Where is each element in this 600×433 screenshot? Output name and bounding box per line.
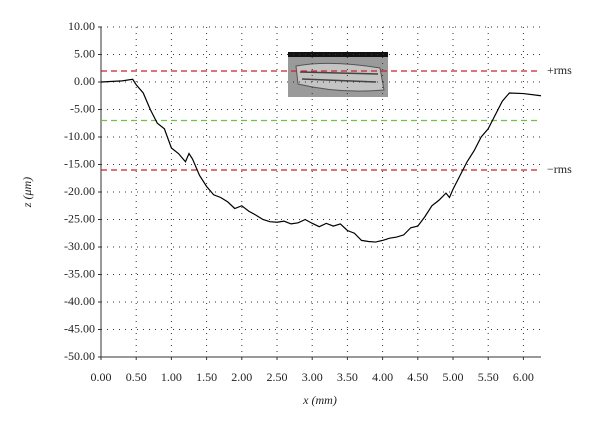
y-tick-label: -10.00 [64, 129, 95, 143]
x-axis-title: x (mm) [302, 393, 337, 407]
x-tick-label: 3.00 [302, 370, 323, 384]
y-axis-title: z (μm) [20, 177, 34, 208]
inset-image [288, 52, 388, 97]
reference-label: +rms [547, 63, 572, 77]
x-tick-label: 0.00 [91, 370, 112, 384]
inset-grooves [299, 71, 379, 83]
x-tick-label: 1.50 [196, 370, 217, 384]
y-tick-label: -20.00 [64, 184, 95, 198]
y-tick-label: 5.00 [74, 46, 95, 60]
y-tick-label: -50.00 [64, 349, 95, 363]
x-tick-label: 4.50 [407, 370, 428, 384]
x-tick-label: 4.00 [372, 370, 393, 384]
x-tick-label: 1.00 [161, 370, 182, 384]
inset-bar [288, 52, 388, 57]
x-tick-label: 3.50 [337, 370, 358, 384]
y-tick-label: -15.00 [64, 156, 95, 170]
x-tick-label: 2.00 [231, 370, 252, 384]
x-tick-label: 5.50 [478, 370, 499, 384]
y-tick-label: -25.00 [64, 211, 95, 225]
x-tick-label: 5.00 [443, 370, 464, 384]
inset-specimen [295, 62, 385, 92]
y-tick-label: -35.00 [64, 266, 95, 280]
y-tick-label: -5.00 [70, 101, 95, 115]
profile-line [100, 78, 542, 243]
y-tick-label: -40.00 [64, 294, 95, 308]
x-tick-label: 0.50 [126, 370, 147, 384]
x-tick-label: 2.50 [267, 370, 288, 384]
y-tick-label: 0.00 [74, 74, 95, 88]
y-tick-label: 10.00 [68, 19, 95, 33]
y-tick-label: -45.00 [64, 321, 95, 335]
x-tick-label: 6.00 [513, 370, 534, 384]
y-tick-label: -30.00 [64, 239, 95, 253]
reference-label: −rms [547, 162, 572, 176]
